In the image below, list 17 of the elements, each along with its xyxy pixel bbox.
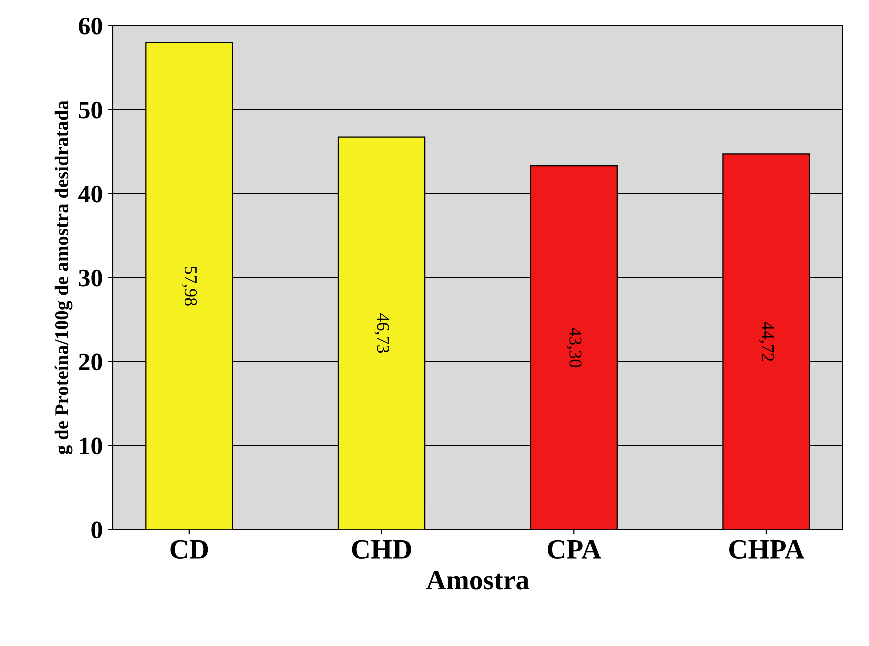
y-tick-label: 50 (79, 102, 102, 119)
x-tick-label: CHD (352, 540, 412, 559)
x-axis-title: Amostra (426, 571, 530, 590)
y-tick-label: 20 (79, 354, 102, 371)
data-label: 44,72 (759, 322, 774, 362)
y-tick-label: 0 (92, 522, 102, 539)
y-tick-label: 40 (78, 186, 102, 203)
x-tick-label: CHPA (730, 540, 805, 559)
y-tick-label: 30 (79, 270, 102, 287)
x-tick-label: CD (170, 540, 208, 559)
data-label: 43,30 (567, 328, 582, 368)
data-label: 57,98 (182, 267, 198, 306)
y-tick-label: 10 (80, 438, 102, 455)
y-axis-title: g de Proteína/100g de amostra desidratada (54, 100, 73, 455)
y-tick-label: 60 (79, 18, 102, 35)
data-label: 46,73 (374, 314, 390, 354)
x-tick-label: CPA (548, 540, 602, 559)
